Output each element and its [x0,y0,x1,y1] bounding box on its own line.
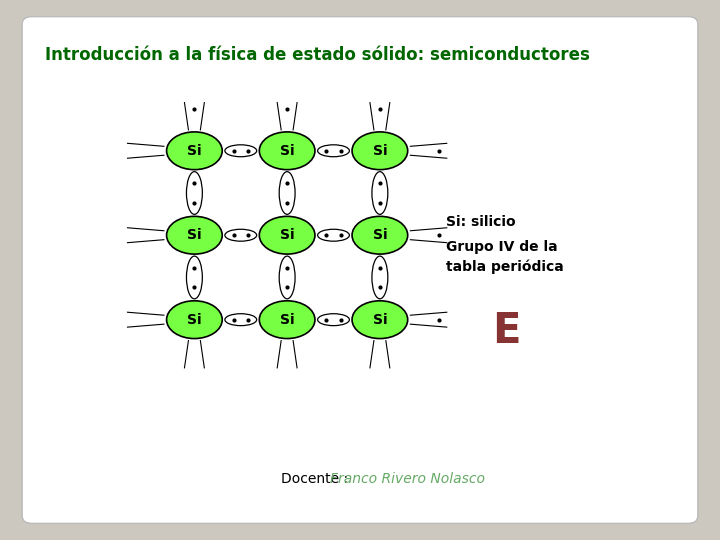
Ellipse shape [318,230,349,241]
Ellipse shape [166,301,222,339]
Text: Si: Si [187,228,202,242]
Text: Si: Si [372,313,387,327]
Text: Introducción a la física de estado sólido: semiconductores: Introducción a la física de estado sólid… [45,46,590,64]
Text: Si: Si [372,228,387,242]
Text: Grupo IV de la
tabla periódica: Grupo IV de la tabla periódica [446,240,564,274]
Ellipse shape [166,132,222,170]
Ellipse shape [186,256,202,299]
Text: Si: silicio: Si: silicio [446,215,516,230]
Text: Docente :: Docente : [281,472,352,486]
Ellipse shape [225,230,256,241]
Text: Si: Si [280,313,294,327]
Ellipse shape [318,314,349,326]
Ellipse shape [259,132,315,170]
Text: Si: Si [280,144,294,158]
Ellipse shape [352,301,408,339]
Text: E: E [492,310,521,352]
Ellipse shape [259,301,315,339]
Ellipse shape [318,145,349,157]
Ellipse shape [352,132,408,170]
Ellipse shape [166,217,222,254]
Ellipse shape [372,172,388,214]
Ellipse shape [259,217,315,254]
Text: Si: Si [187,144,202,158]
Ellipse shape [372,256,388,299]
Ellipse shape [279,172,295,214]
Text: Si: Si [280,228,294,242]
Text: Franco Rivero Nolasco: Franco Rivero Nolasco [330,472,485,486]
Text: Si: Si [187,313,202,327]
Ellipse shape [279,256,295,299]
Ellipse shape [225,314,256,326]
Ellipse shape [352,217,408,254]
FancyBboxPatch shape [22,17,698,523]
Ellipse shape [225,145,256,157]
Text: Si: Si [372,144,387,158]
Ellipse shape [186,172,202,214]
